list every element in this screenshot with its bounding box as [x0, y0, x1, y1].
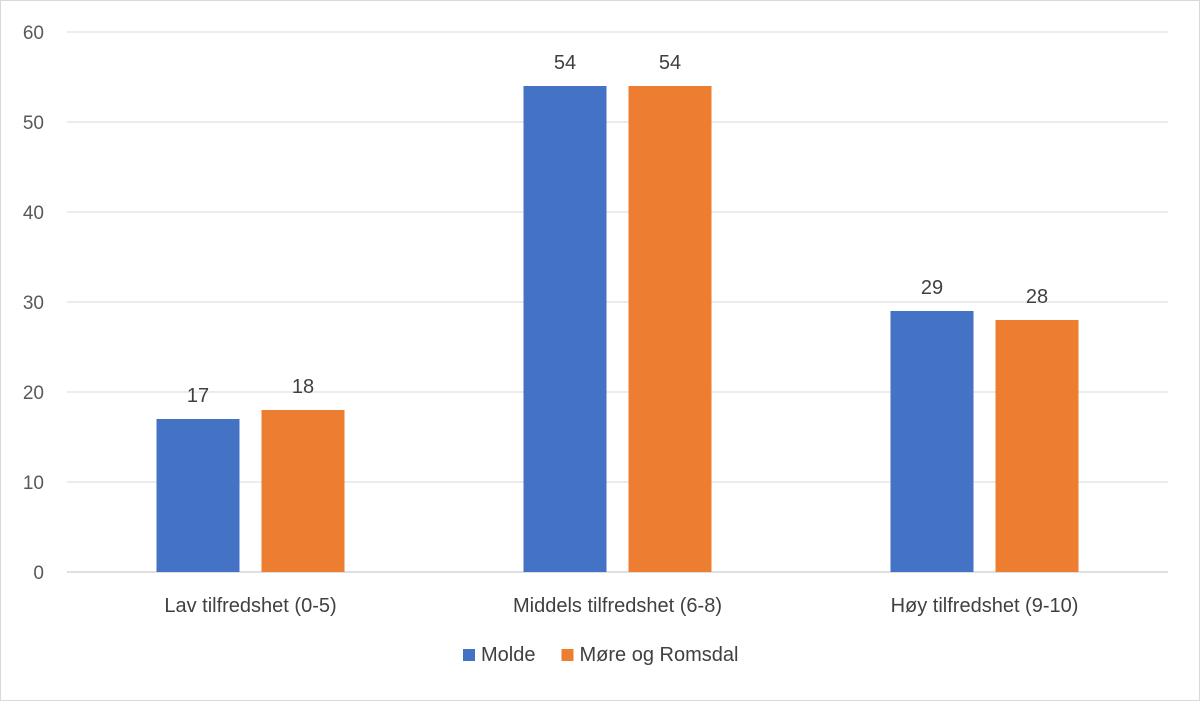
data-label: 18: [292, 376, 314, 398]
category-label: Høy tilfredshet (9-10): [891, 595, 1079, 617]
category-label: Middels tilfredshet (6-8): [513, 595, 722, 617]
bar-molde: [890, 311, 974, 572]
category-label: Lav tilfredshet (0-5): [164, 595, 336, 617]
y-tick-label: 0: [33, 563, 44, 584]
bar-more-og-romsdal: [995, 320, 1079, 572]
legend-label: Molde: [481, 644, 535, 666]
y-tick-label: 50: [23, 113, 44, 134]
bar-more-og-romsdal: [628, 86, 712, 572]
bar-more-og-romsdal: [261, 410, 345, 572]
legend-swatch: [561, 649, 574, 661]
y-tick-label: 60: [23, 23, 44, 44]
y-tick-label: 40: [23, 203, 44, 224]
legend-swatch: [463, 649, 475, 661]
data-label: 29: [921, 277, 943, 299]
y-tick-label: 30: [23, 293, 44, 314]
data-label: 17: [187, 385, 209, 407]
legend-label: Møre og Romsdal: [580, 644, 739, 666]
y-tick-label: 20: [23, 383, 44, 404]
bar-molde: [523, 86, 607, 572]
data-label: 28: [1026, 286, 1048, 308]
y-tick-label: 10: [23, 473, 44, 494]
data-label: 54: [554, 52, 576, 74]
bar-molde: [156, 419, 240, 572]
data-label: 54: [659, 52, 681, 74]
